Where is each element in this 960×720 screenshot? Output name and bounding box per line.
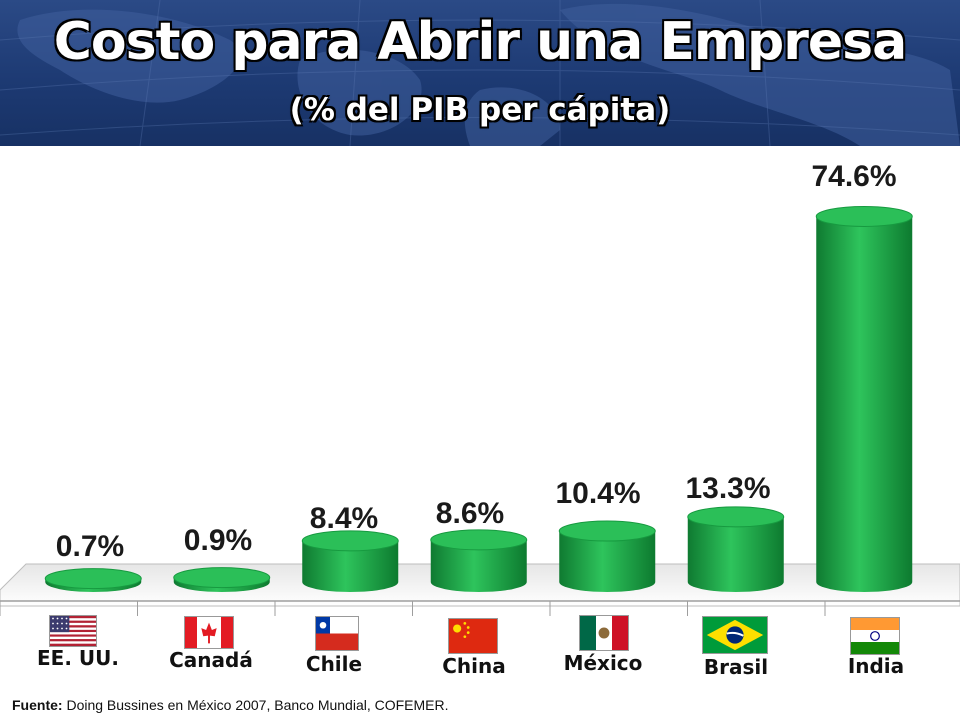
bar-top [558,520,656,542]
source-label: Fuente: [12,697,63,713]
bar-5 [558,520,656,592]
bar-top [430,529,528,551]
world-map-background [0,0,960,146]
bar-3 [301,530,399,592]
category-label: Brasil [703,655,769,679]
bar-4 [430,529,528,592]
category-label: China [442,654,506,678]
bar-body [687,516,784,592]
chile-flag-icon [315,616,359,651]
bar-body [559,531,656,592]
data-label: 10.4% [555,477,640,510]
chart-subtitle: (% del PIB per cápita) [289,92,671,128]
bar-top [173,567,271,589]
bar-1 [44,568,142,592]
source-text: Doing Bussines en México 2007, Banco Mun… [62,697,449,713]
mexico-flag-icon [579,615,629,651]
bar-top [687,506,785,528]
data-label: 0.9% [184,524,252,557]
header-banner: Costo para Abrir una Empresa (% del PIB … [0,0,960,146]
category-label: México [563,651,643,675]
india-flag-icon [850,617,900,655]
canada-flag-icon [184,616,234,649]
category-label: India [847,654,905,678]
bar-body [302,540,399,592]
data-label: 8.4% [310,502,378,535]
data-label: 8.6% [436,497,504,530]
bar-top [301,530,399,552]
data-label: 13.3% [685,472,770,505]
category-label: Chile [305,652,363,676]
bar-body [816,216,913,592]
bar-6 [687,506,785,592]
bar-chart: 0.7% 0.9% 8.4% 8.6% 10.4% 13.3% 74.6% [0,160,960,616]
china-flag-icon [448,618,498,654]
bar-top [44,568,142,590]
bar-2 [173,567,271,592]
source-note: Fuente: Doing Bussines en México 2007, B… [12,697,449,713]
brazil-flag-icon [702,616,768,654]
chart-title: Costo para Abrir una Empresa [53,12,907,72]
bar-body [430,539,527,592]
category-label: EE. UU. [37,646,119,670]
bar-top [815,205,913,227]
us-flag-icon [49,615,97,647]
bar-7 [815,205,913,592]
data-label: 0.7% [56,530,124,563]
data-label: 74.6% [811,160,896,193]
category-label: Canadá [169,648,253,672]
